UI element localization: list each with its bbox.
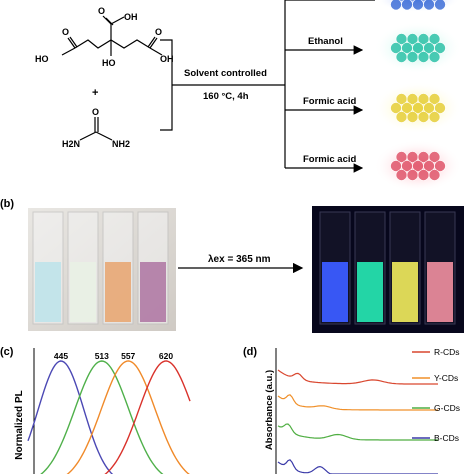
atom-label: O (62, 27, 69, 37)
cuvette-solution (392, 262, 418, 322)
peak-label: 445 (54, 351, 68, 361)
pl-series-line (27, 360, 114, 474)
cuvette-solution (427, 262, 453, 322)
citric-acid-structure (61, 15, 163, 56)
cd-cluster-green (374, 22, 462, 74)
atom-label: OH (124, 12, 138, 22)
peak-label: 620 (159, 351, 173, 361)
solvent-label: Ethanol (308, 36, 343, 47)
cuvette-solution (35, 262, 61, 322)
cuvette-solution (322, 262, 348, 322)
legend-label: R-CDs (434, 347, 460, 357)
carbon-dot (428, 169, 441, 181)
carbon-dot (434, 160, 446, 172)
absorbance-series-line (277, 369, 438, 385)
absorbance-spectra: R-CDs Y-CDs G-CDs B-CDs (277, 347, 460, 474)
carbon-dot (395, 169, 408, 181)
carbon-dot (395, 51, 408, 63)
cuvette-solution (357, 262, 383, 322)
peak-label: 557 (121, 351, 135, 361)
panel-label-b: (b) (0, 198, 14, 210)
carbon-dot (428, 93, 441, 105)
carbon-dot (428, 51, 441, 63)
panel-label-c: (c) (0, 346, 14, 358)
reaction-scheme: O OH HO HO O O OH + O H2N NH2 Solvent co… (35, 0, 462, 192)
absorbance-series-line (277, 459, 438, 474)
atom-label: O (92, 107, 99, 117)
carbon-dot (417, 111, 430, 123)
solvent-label: Formic acid (303, 154, 357, 165)
pl-series-line (104, 360, 191, 474)
cd-cluster-yellow (374, 82, 462, 134)
y-axis-label: Normalized PL (14, 390, 25, 459)
urea-structure (79, 117, 113, 141)
conditions-solvent: Solvent controlled (184, 68, 267, 79)
absorbance-series-line (277, 394, 438, 411)
solvent-label: Formic acid (303, 96, 357, 107)
carbon-dot (401, 0, 413, 11)
carbon-dot (412, 0, 424, 11)
carbon-dot (406, 169, 419, 181)
cuvette-solution (70, 262, 96, 322)
carbon-dot (390, 0, 402, 11)
atom-label: NH2 (112, 139, 130, 149)
panel-label-d: (d) (243, 346, 257, 358)
carbon-dot (434, 102, 446, 114)
carbon-dot (395, 111, 408, 123)
legend-label: B-CDs (434, 433, 459, 443)
carbon-dot (428, 151, 441, 163)
carbon-dot (434, 0, 446, 11)
pl-series-line (40, 360, 164, 474)
conditions-temperature: 160 °C, 4h (203, 91, 249, 102)
carbon-dot (417, 169, 430, 181)
carbon-dot (428, 33, 441, 45)
uv-photo (312, 206, 464, 333)
y-axis-label: Absorbance (a.u.) (264, 370, 275, 450)
atom-label: HO (35, 54, 49, 64)
atom-label: H2N (62, 139, 80, 149)
pl-series-line (66, 360, 190, 474)
atom-label: O (98, 6, 105, 16)
atom-label: OH (160, 54, 174, 64)
atom-label: O (155, 27, 162, 37)
absorbance-series-line (277, 423, 438, 441)
carbon-dot (428, 111, 441, 123)
carbon-dot (423, 0, 435, 11)
plus-sign: + (92, 87, 98, 99)
carbon-dot (406, 51, 419, 63)
legend-label: G-CDs (434, 403, 460, 413)
cuvette-solution (140, 262, 166, 322)
cd-cluster-blue (376, 0, 460, 12)
cuvette-solution (105, 262, 131, 322)
peak-label: 513 (95, 351, 109, 361)
pl-spectra: 445 513 557 620 (27, 351, 191, 474)
excitation-label: λex = 365 nm (208, 254, 271, 265)
daylight-photo (28, 208, 176, 331)
legend-label: Y-CDs (434, 373, 458, 383)
carbon-dot (417, 51, 430, 63)
carbon-dot (406, 111, 419, 123)
carbon-dot (434, 42, 446, 54)
atom-label: HO (102, 58, 116, 68)
cd-cluster-red (374, 140, 462, 192)
